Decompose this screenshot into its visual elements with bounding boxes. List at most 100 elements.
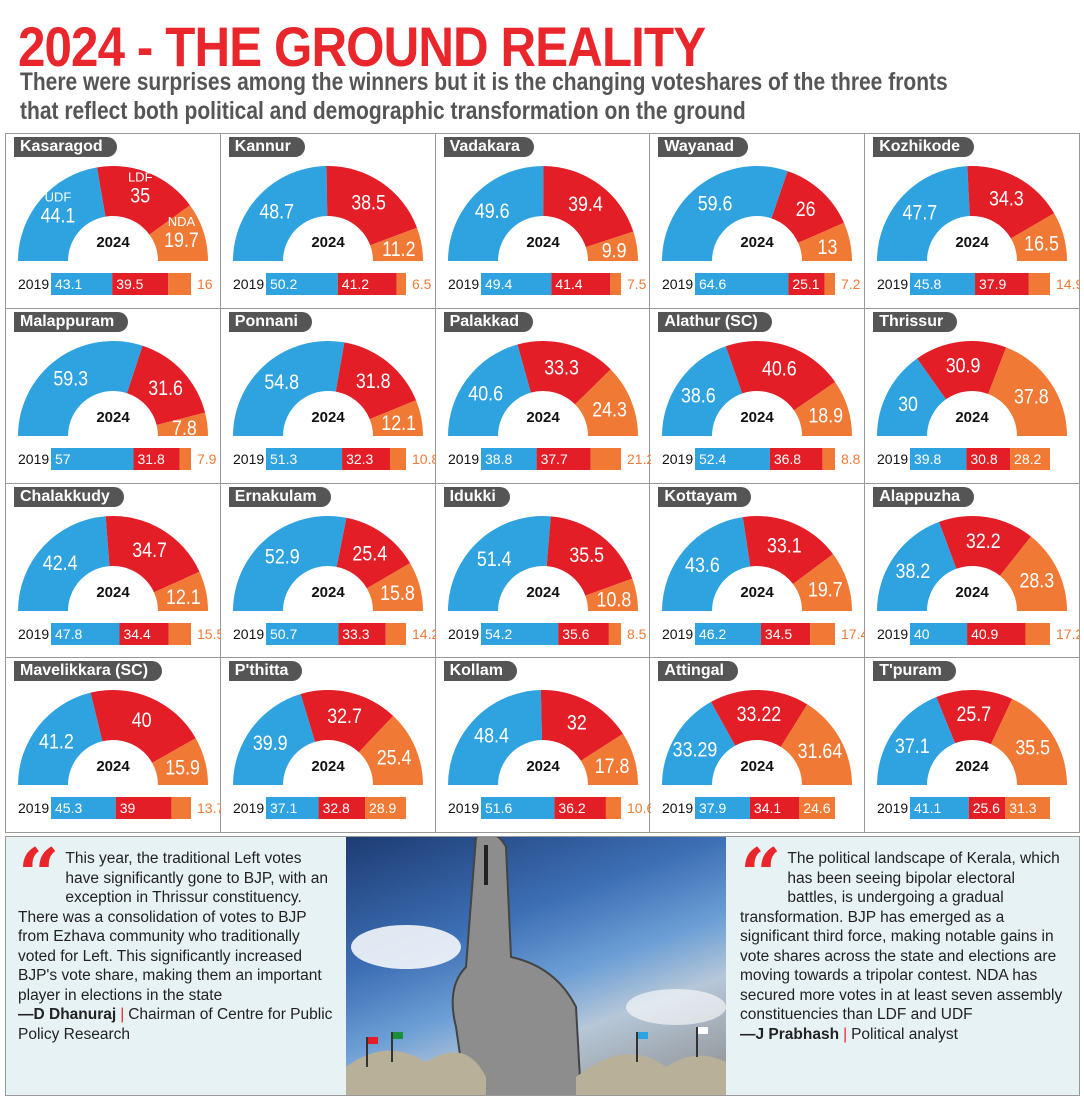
nda-2019-label: 16	[197, 276, 213, 292]
udf-2019-label: 40	[914, 626, 930, 642]
ldf-2019-label: 25.6	[973, 800, 1000, 816]
ldf-2024-label: 34.7	[132, 538, 167, 562]
ldf-2024-label: 26	[796, 198, 816, 222]
year-2019-label: 2019	[448, 626, 479, 642]
constituency-cell: 44.1 UDF 35 LDF 19.7 NDA 2024 2019 43.1 39.5 16 Kas…	[6, 134, 221, 309]
nda-2024-label: 19.7	[164, 228, 199, 252]
nda-2019-bar	[810, 622, 836, 645]
nda-2019-label: 10.8	[412, 451, 436, 467]
constituency-chart: 38.6 40.6 18.9 2024 2019 52.4 36.8 8.8	[662, 340, 861, 470]
constituency-chart: 51.4 35.5 10.8 2024 2019 54.2 35.6 8.5	[447, 515, 646, 645]
udf-2024-arc	[877, 166, 970, 261]
udf-2024-label: 59.6	[698, 192, 733, 216]
constituency-cell: 38.6 40.6 18.9 2024 2019 52.4 36.8 8.8 Alathur (…	[650, 308, 866, 484]
udf-2019-bar	[695, 797, 751, 820]
udf-2024-label: 40.6	[468, 382, 503, 406]
udf-2024-label: 38.2	[896, 559, 931, 583]
nda-2019-label: 17.2	[1056, 626, 1080, 642]
constituency-name: Ponnani	[228, 311, 312, 332]
constituency-name: Alathur (SC)	[658, 311, 772, 332]
ldf-2024-label: 32.7	[327, 705, 362, 729]
udf-2019-label: 43.1	[55, 276, 82, 292]
udf-2024-label: 38.6	[681, 384, 716, 408]
udf-2019-label: 54.2	[485, 626, 512, 642]
udf-2024-arc	[18, 515, 110, 611]
ldf-2019-bar	[341, 447, 390, 470]
udf-2019-bar	[910, 797, 969, 820]
ldf-2024-arc	[326, 166, 417, 246]
ldf-2019-bar	[770, 447, 823, 470]
nda-2024-label: 16.5	[1024, 232, 1059, 256]
constituency-name: Mavelikkara (SC)	[14, 661, 163, 682]
constituency-name: Kollam	[443, 661, 517, 682]
nda-2024-label: 28.3	[1020, 569, 1055, 593]
udf-2019-label: 49.4	[485, 276, 512, 292]
constituency-cell: 41.2 40 15.9 2024 2019 45.3 39 13.7 Mavelikkara …	[6, 658, 221, 833]
year-2024-label: 2024	[526, 409, 560, 426]
ldf-2024-label: 31.8	[356, 369, 391, 393]
ldf-2019-bar	[115, 797, 172, 820]
year-2019-label: 2019	[18, 451, 49, 467]
constituency-chart: 48.7 38.5 11.2 2024 2019 50.2 41.2 6.5	[232, 166, 431, 295]
ldf-2019-label: 34.5	[765, 626, 792, 642]
nda-2019-bar	[799, 797, 836, 820]
nda-2019-bar	[1010, 447, 1051, 470]
quote-role: Chairman of Centre for Public Policy Res…	[18, 1006, 333, 1043]
ldf-2024-label: 38.5	[351, 191, 386, 215]
nda-2019-label: 31.3	[1009, 800, 1036, 816]
nda-2024-arc	[152, 738, 208, 786]
ldf-2019-bar	[133, 447, 180, 470]
year-2024-label: 2024	[741, 234, 775, 251]
year-2019-label: 2019	[448, 276, 479, 292]
constituency-name: Idukki	[443, 486, 510, 507]
ldf-2024-arc	[336, 517, 410, 588]
constituency-chart: 37.1 25.7 35.5 2024 2019 41.1 25.6 31.3	[877, 690, 1068, 820]
ldf-2019-label: 34.4	[123, 626, 150, 642]
ldf-2024-arc	[90, 690, 196, 764]
constituency-chart: 49.6 39.4 9.9 2024 2019 49.4 41.4 7.5	[447, 166, 646, 295]
udf-2019-label: 64.6	[699, 276, 726, 292]
ldf-2024-label: 25.7	[957, 703, 992, 727]
ldf-2019-bar	[557, 622, 609, 645]
ldf-2024-arc	[105, 515, 200, 592]
nda-2024-label: 31.64	[798, 740, 843, 764]
year-2019-label: 2019	[877, 800, 908, 816]
constituency-chart: 43.6 33.119.7 2024 2019 46.2 34.5 17.4	[662, 515, 865, 645]
quote-mark-icon: “	[18, 832, 60, 917]
ldf-2019-label: 30.8	[971, 451, 998, 467]
udf-2019-label: 37.9	[699, 800, 726, 816]
ldf-2024-label: 35	[130, 184, 150, 208]
nda-2019-label: 10.6	[627, 800, 651, 816]
udf-2024-label: 33.29	[673, 738, 718, 762]
udf-2019-bar	[51, 273, 113, 295]
year-2024-label: 2024	[311, 758, 345, 775]
nda-2024-arc	[574, 369, 638, 436]
year-2024-label: 2024	[96, 758, 130, 775]
year-2024-label: 2024	[741, 758, 775, 775]
udf-2024-label: 48.7	[259, 200, 294, 224]
constituency-cell: 52.9 25.4 15.8 2024 2019 50.7 33.3 14.2 Ernakula…	[220, 483, 436, 659]
nda-2019-bar	[822, 447, 836, 470]
year-2019-label: 2019	[877, 626, 908, 642]
constituency-cell: 59.6 26 13 2024 2019 64.6 25.1 7.2 Wayanad	[650, 134, 866, 309]
quote-text: This year, the traditional Left votes ha…	[18, 850, 328, 1004]
ldf-2019-bar	[550, 273, 610, 295]
nda-2024-arc	[584, 578, 638, 611]
ldf-2024-arc	[546, 515, 632, 596]
nda-2024-arc	[369, 400, 423, 436]
ldf-2024-arc	[771, 171, 845, 243]
constituency-cell: 51.4 35.5 10.8 2024 2019 54.2 35.6 8.5 Idukki	[435, 483, 651, 659]
ldf-2024-label: 39.4	[568, 193, 603, 217]
constituency-chart: 42.4 34.7 12.1 2024 2019 47.8 34.4 15.5	[18, 515, 221, 645]
constituency-chart: 30 30.9 37.8 2024 2019 39.8 30.8 28.2	[877, 340, 1068, 470]
udf-2024-label: 51.4	[476, 547, 511, 571]
nda-2024-label: 35.5	[1016, 736, 1051, 760]
year-2024-label: 2024	[741, 584, 775, 601]
ldf-2019-label: 34.1	[754, 800, 781, 816]
constituency-name: T'puram	[873, 661, 956, 682]
udf-2019-bar	[910, 447, 967, 470]
constituency-cell: 48.7 38.5 11.2 2024 2019 50.2 41.2 6.5 Kannur	[220, 134, 436, 309]
constituency-chart: 38.2 32.2 28.3 2024 2019 40 40.9 17.2	[877, 515, 1080, 645]
constituency-chart: 59.3 31.6 7.8 2024 2019 57 31.8 7.9	[18, 340, 217, 470]
